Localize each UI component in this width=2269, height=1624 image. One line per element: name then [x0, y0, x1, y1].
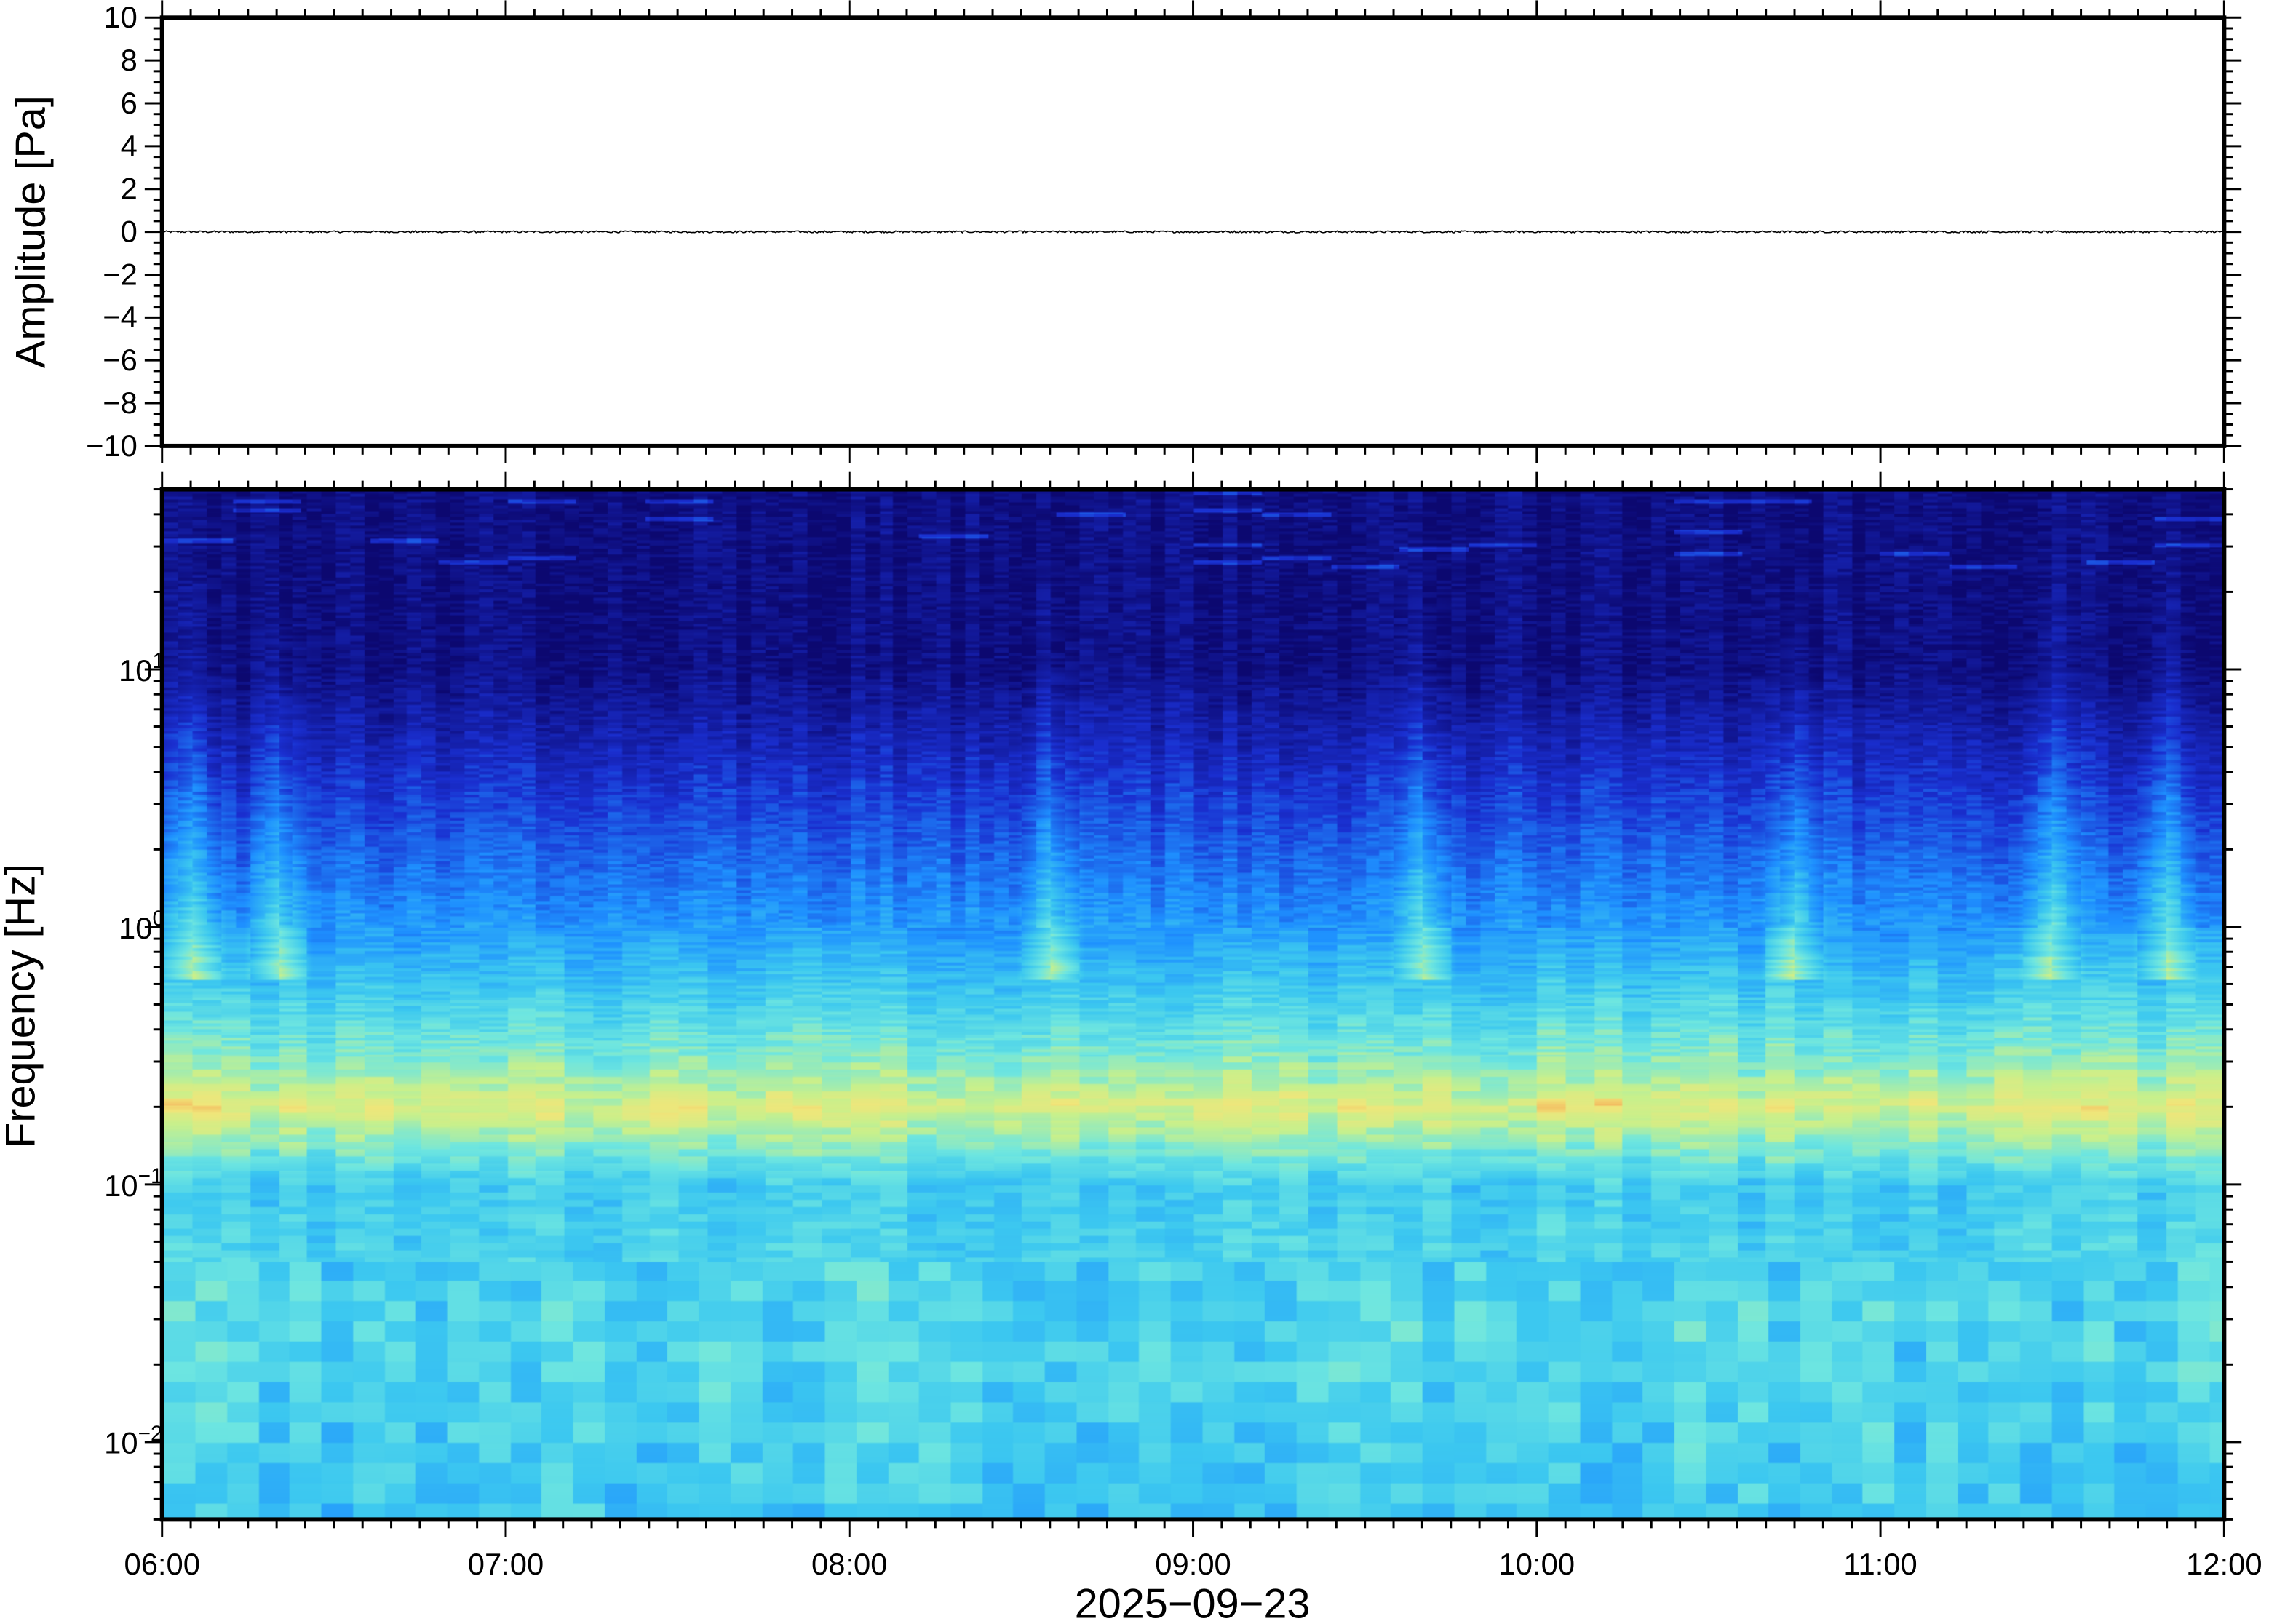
amplitude-panel: 10 8 6 4 2 0 −2 −4 −6 −8 −10 Amplitude [Pa]	[8, 0, 2242, 463]
x-tick-label: 12:00	[2186, 1547, 2262, 1581]
y-tick-label: −6	[103, 343, 138, 377]
tick-base: 10	[104, 1169, 138, 1203]
y-tick-label: −8	[103, 386, 138, 420]
amplitude-ylabel: Amplitude [Pa]	[8, 95, 55, 368]
y-tick-label: 10−2	[104, 1422, 162, 1460]
y-tick-label: 0	[121, 215, 138, 249]
y-tick-label: 2	[121, 172, 138, 206]
y-tick-label: 10	[103, 0, 137, 34]
spectrogram-heatmap	[163, 490, 2223, 1518]
x-tick-label: 07:00	[468, 1547, 544, 1581]
tick-exponent: −1	[138, 1164, 163, 1188]
x-tick-label: 08:00	[811, 1547, 887, 1581]
x-tick-label: 06:00	[124, 1547, 199, 1581]
spectrogram-frame	[159, 487, 2227, 1522]
frequency-ylabel: Frequency [Hz]	[0, 864, 44, 1148]
y-tick-label: −2	[103, 257, 138, 291]
y-tick-label: 8	[121, 43, 138, 77]
date-xlabel: 2025−09−23	[1075, 1581, 1311, 1624]
y-tick-label: 4	[121, 129, 138, 163]
tick-base: 10	[104, 1426, 138, 1460]
x-tick-label: 09:00	[1155, 1547, 1231, 1581]
y-tick-label: 6	[121, 86, 138, 120]
y-tick-label: −10	[86, 429, 138, 463]
x-tick-label: 11:00	[1843, 1547, 1917, 1581]
amplitude-trace	[162, 230, 2225, 234]
x-tick-label: 10:00	[1499, 1547, 1575, 1581]
tick-base: 10	[119, 911, 152, 945]
tick-exponent: −2	[138, 1422, 163, 1446]
y-tick-label: −4	[103, 300, 138, 334]
tick-base: 10	[119, 653, 152, 688]
y-tick-label: 10−1	[104, 1164, 162, 1203]
amplitude-frame	[159, 15, 2227, 448]
